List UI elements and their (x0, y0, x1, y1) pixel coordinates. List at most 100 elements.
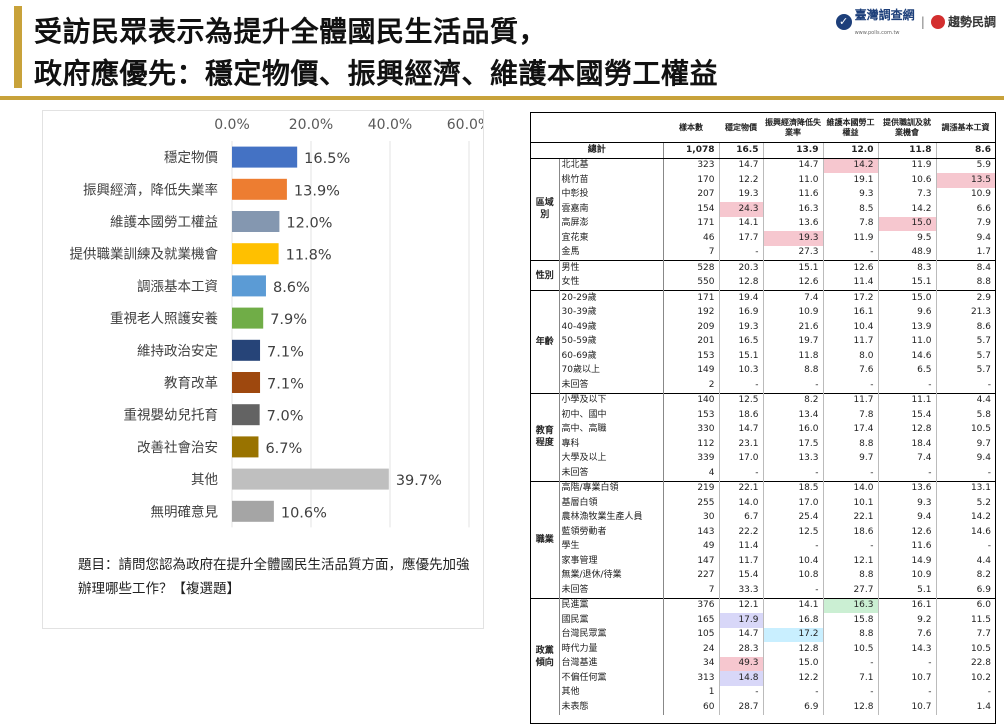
row-label: 未回答 (559, 466, 664, 481)
table-cell: 10.6 (877, 173, 936, 188)
row-label: 台灣民眾黨 (559, 627, 664, 642)
logo-group: ✓ 臺灣調查網 www.polls.com.tw | 趨勢民調 (835, 6, 996, 37)
logo-separator: | (920, 14, 925, 29)
header-divider (0, 96, 1004, 100)
table-cell: 7.1 (822, 671, 878, 686)
data-label: 10.6% (281, 505, 327, 521)
table-cell: - (762, 466, 823, 481)
table-cell: 154 (662, 202, 719, 217)
table-cell: 9.3 (877, 496, 936, 511)
data-label: 11.8% (286, 248, 332, 264)
table-cell: 10.1 (822, 496, 878, 511)
table-cell: 12.6 (822, 260, 878, 276)
table-cell: 6.5 (877, 363, 936, 378)
table-row: 70歲以上 149 10.3 8.8 7.6 6.5 5.7 (531, 363, 995, 378)
table-row: 性別 男性 528 20.3 15.1 12.6 8.3 8.4 (531, 260, 995, 291)
table-row-total: 總計 1,078 16.5 13.9 12.0 11.8 8.6 (531, 142, 995, 159)
table-cell: 13.6 (877, 480, 936, 496)
table-cell: 9.5 (877, 231, 936, 246)
column-header: 穩定物價 (719, 113, 763, 143)
table-cell: 12.0 (822, 142, 878, 159)
data-label: 8.6% (273, 280, 310, 296)
table-cell: 14.6 (935, 525, 995, 540)
table-cell: 13.6 (762, 216, 823, 231)
table-cell: 49.3 (718, 656, 763, 671)
table-cell: 12.2 (718, 173, 763, 188)
table-cell: 11.4 (718, 539, 763, 554)
table-cell: 7.8 (822, 216, 878, 231)
table-cell: 14.7 (718, 422, 763, 437)
data-label: 7.1% (267, 344, 304, 360)
table-row: 60-69歲 153 15.1 11.8 8.0 14.6 5.7 (531, 349, 995, 364)
table-cell: 15.0 (877, 290, 936, 306)
table-cell: 27.7 (822, 583, 878, 598)
table-cell: 8.2 (762, 392, 823, 408)
group-label: 教育程度 (531, 392, 560, 481)
table-cell: 140 (662, 392, 719, 408)
table-cell: 23.1 (718, 437, 763, 452)
table-cell: - (822, 245, 878, 261)
table-cell: - (877, 685, 936, 700)
table-cell: 18.6 (718, 408, 763, 423)
table-cell: 46 (662, 231, 719, 246)
row-label: 時代力量 (559, 642, 664, 657)
table-cell: 5.8 (935, 408, 995, 423)
table-cell: 13.1 (935, 480, 995, 496)
table-cell: - (822, 466, 878, 481)
table-cell: 10.7 (877, 700, 936, 715)
row-label: 宜花東 (559, 231, 664, 246)
table-row: 女性 550 12.8 12.6 11.4 15.1 8.8 (531, 275, 995, 291)
table-cell: 7 (662, 245, 719, 261)
table-cell: - (822, 539, 878, 554)
table-cell: 11.8 (877, 142, 936, 159)
data-label: 7.1% (267, 377, 304, 393)
row-label: 國民黨 (559, 613, 664, 628)
table-cell: 5.2 (935, 496, 995, 511)
row-label: 大學及以上 (559, 451, 664, 466)
table-row: 高屏澎 171 14.1 13.6 7.8 15.0 7.9 (531, 216, 995, 231)
table-cell: 12.5 (718, 392, 763, 408)
table-cell: 9.4 (877, 510, 936, 525)
table-cell: 8.4 (935, 260, 995, 276)
bar (232, 243, 279, 265)
table-cell: 12.1 (822, 554, 878, 569)
table-cell: 5.1 (877, 583, 936, 598)
table-cell: 13.3 (762, 451, 823, 466)
table-cell: 19.3 (718, 320, 763, 335)
category-label: 調漲基本工資 (137, 278, 218, 295)
row-label: 40-49歲 (559, 320, 664, 335)
column-header (531, 113, 559, 143)
x-tick-label: 40.0% (368, 117, 412, 133)
table-cell: 5.7 (935, 349, 995, 364)
row-label: 高屏澎 (559, 216, 664, 231)
table-cell: 11.6 (877, 539, 936, 554)
group-label: 年齡 (531, 290, 560, 393)
bar (232, 372, 261, 393)
bar (232, 178, 287, 200)
table-row: 政黨傾向 民進黨 376 12.1 14.1 16.3 16.1 6.0 (531, 597, 995, 715)
table-cell: - (935, 685, 995, 700)
table-cell: 22.2 (718, 525, 763, 540)
bar (232, 339, 261, 361)
question-note: 題目：請問您認為政府在提升全體國民生活品質方面，應優先加強辦理哪些工作？【複選題… (78, 557, 470, 597)
group-label: 政黨傾向 (531, 597, 560, 715)
table-cell: 4 (662, 466, 719, 481)
table-cell: 171 (662, 216, 719, 231)
table-cell: 11.7 (822, 334, 878, 349)
table-cell: 14.3 (877, 642, 936, 657)
row-label: 其他 (559, 685, 664, 700)
category-label: 重視嬰幼兒托育 (124, 408, 219, 424)
table-cell: 17.0 (762, 496, 823, 511)
table-cell: 209 (662, 320, 719, 335)
table-cell: 16.5 (718, 142, 763, 159)
table-cell: 10.8 (762, 568, 823, 583)
table-cell: 323 (662, 158, 719, 173)
data-label: 16.5% (304, 151, 350, 167)
table-cell: 24 (662, 642, 719, 657)
table-cell: - (762, 378, 823, 393)
category-label: 重視老人照護安養 (110, 310, 218, 327)
table-cell: 18.6 (822, 525, 878, 540)
table-row: 不偏任何黨 313 14.8 12.2 7.1 10.7 10.2 (531, 671, 995, 686)
table-cell: - (935, 378, 995, 393)
table-row: 40-49歲 209 19.3 21.6 10.4 13.9 8.6 (531, 320, 995, 335)
